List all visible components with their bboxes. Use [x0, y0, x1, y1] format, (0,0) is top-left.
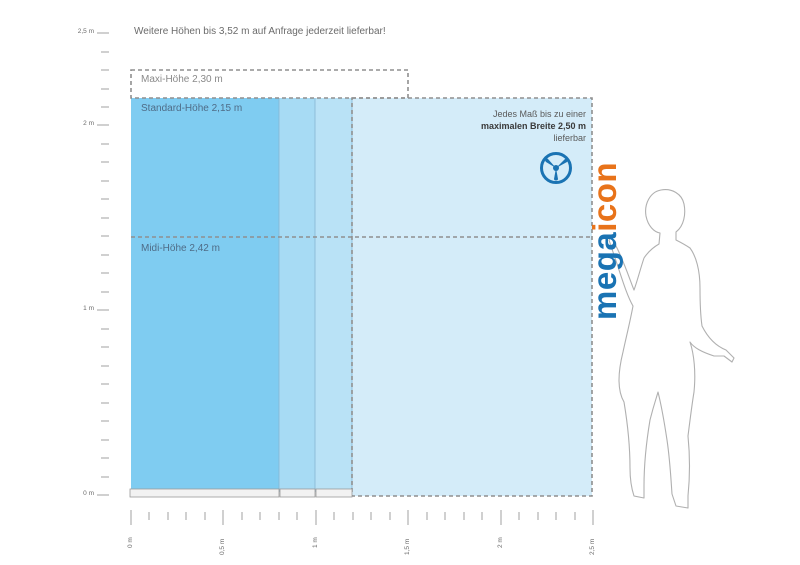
- max-width-note: Jedes Maß bis zu einer maximalen Breite …: [481, 108, 586, 144]
- y-label-0m: 0 m: [83, 490, 94, 497]
- x-label-0m: 0 m: [127, 537, 134, 548]
- brand-wordmark: megaicon: [586, 162, 624, 320]
- width-note-line2: maximalen Breite 2,50 m: [480, 121, 586, 131]
- width-note-line3: lieferbar: [553, 133, 586, 143]
- y-label-1m: 1 m: [83, 305, 94, 312]
- x-label-2m: 2 m: [497, 537, 504, 548]
- availability-note: Weitere Höhen bis 3,52 m auf Anfrage jed…: [134, 26, 386, 37]
- x-label-1m: 1 m: [312, 537, 319, 548]
- y-label-2m: 2 m: [83, 120, 94, 127]
- midi-height-label: Midi-Höhe 2,42 m: [141, 243, 220, 254]
- brand-logo: megaicon: [540, 150, 623, 320]
- base-plate: [315, 488, 353, 498]
- y-axis-ticks: [97, 32, 109, 496]
- human-silhouette-icon: [608, 189, 735, 509]
- brand-part1: mega: [586, 231, 623, 320]
- y-label-2-5m: 2,5 m: [77, 28, 94, 35]
- x-label-0-5m: 0,5 m: [219, 538, 226, 555]
- x-axis-ticks: [130, 510, 594, 525]
- base-plate: [279, 488, 316, 498]
- maxi-height-outline: [130, 69, 409, 99]
- base-plate: [129, 488, 280, 498]
- max-width-outline: [351, 97, 593, 497]
- width-note-line1: Jedes Maß bis zu einer: [492, 109, 586, 119]
- panel-standard-dark: [131, 98, 279, 492]
- panel-standard-mid-1: [279, 98, 315, 492]
- standard-height-label: Standard-Höhe 2,15 m: [141, 103, 243, 114]
- propeller-icon: [538, 150, 574, 186]
- panel-standard-mid-2: [315, 98, 352, 492]
- brand-part2: icon: [586, 161, 623, 232]
- x-label-1-5m: 1,5 m: [404, 538, 411, 555]
- x-label-2-5m: 2,5 m: [589, 538, 596, 555]
- maxi-height-label: Maxi-Höhe 2,30 m: [141, 74, 223, 85]
